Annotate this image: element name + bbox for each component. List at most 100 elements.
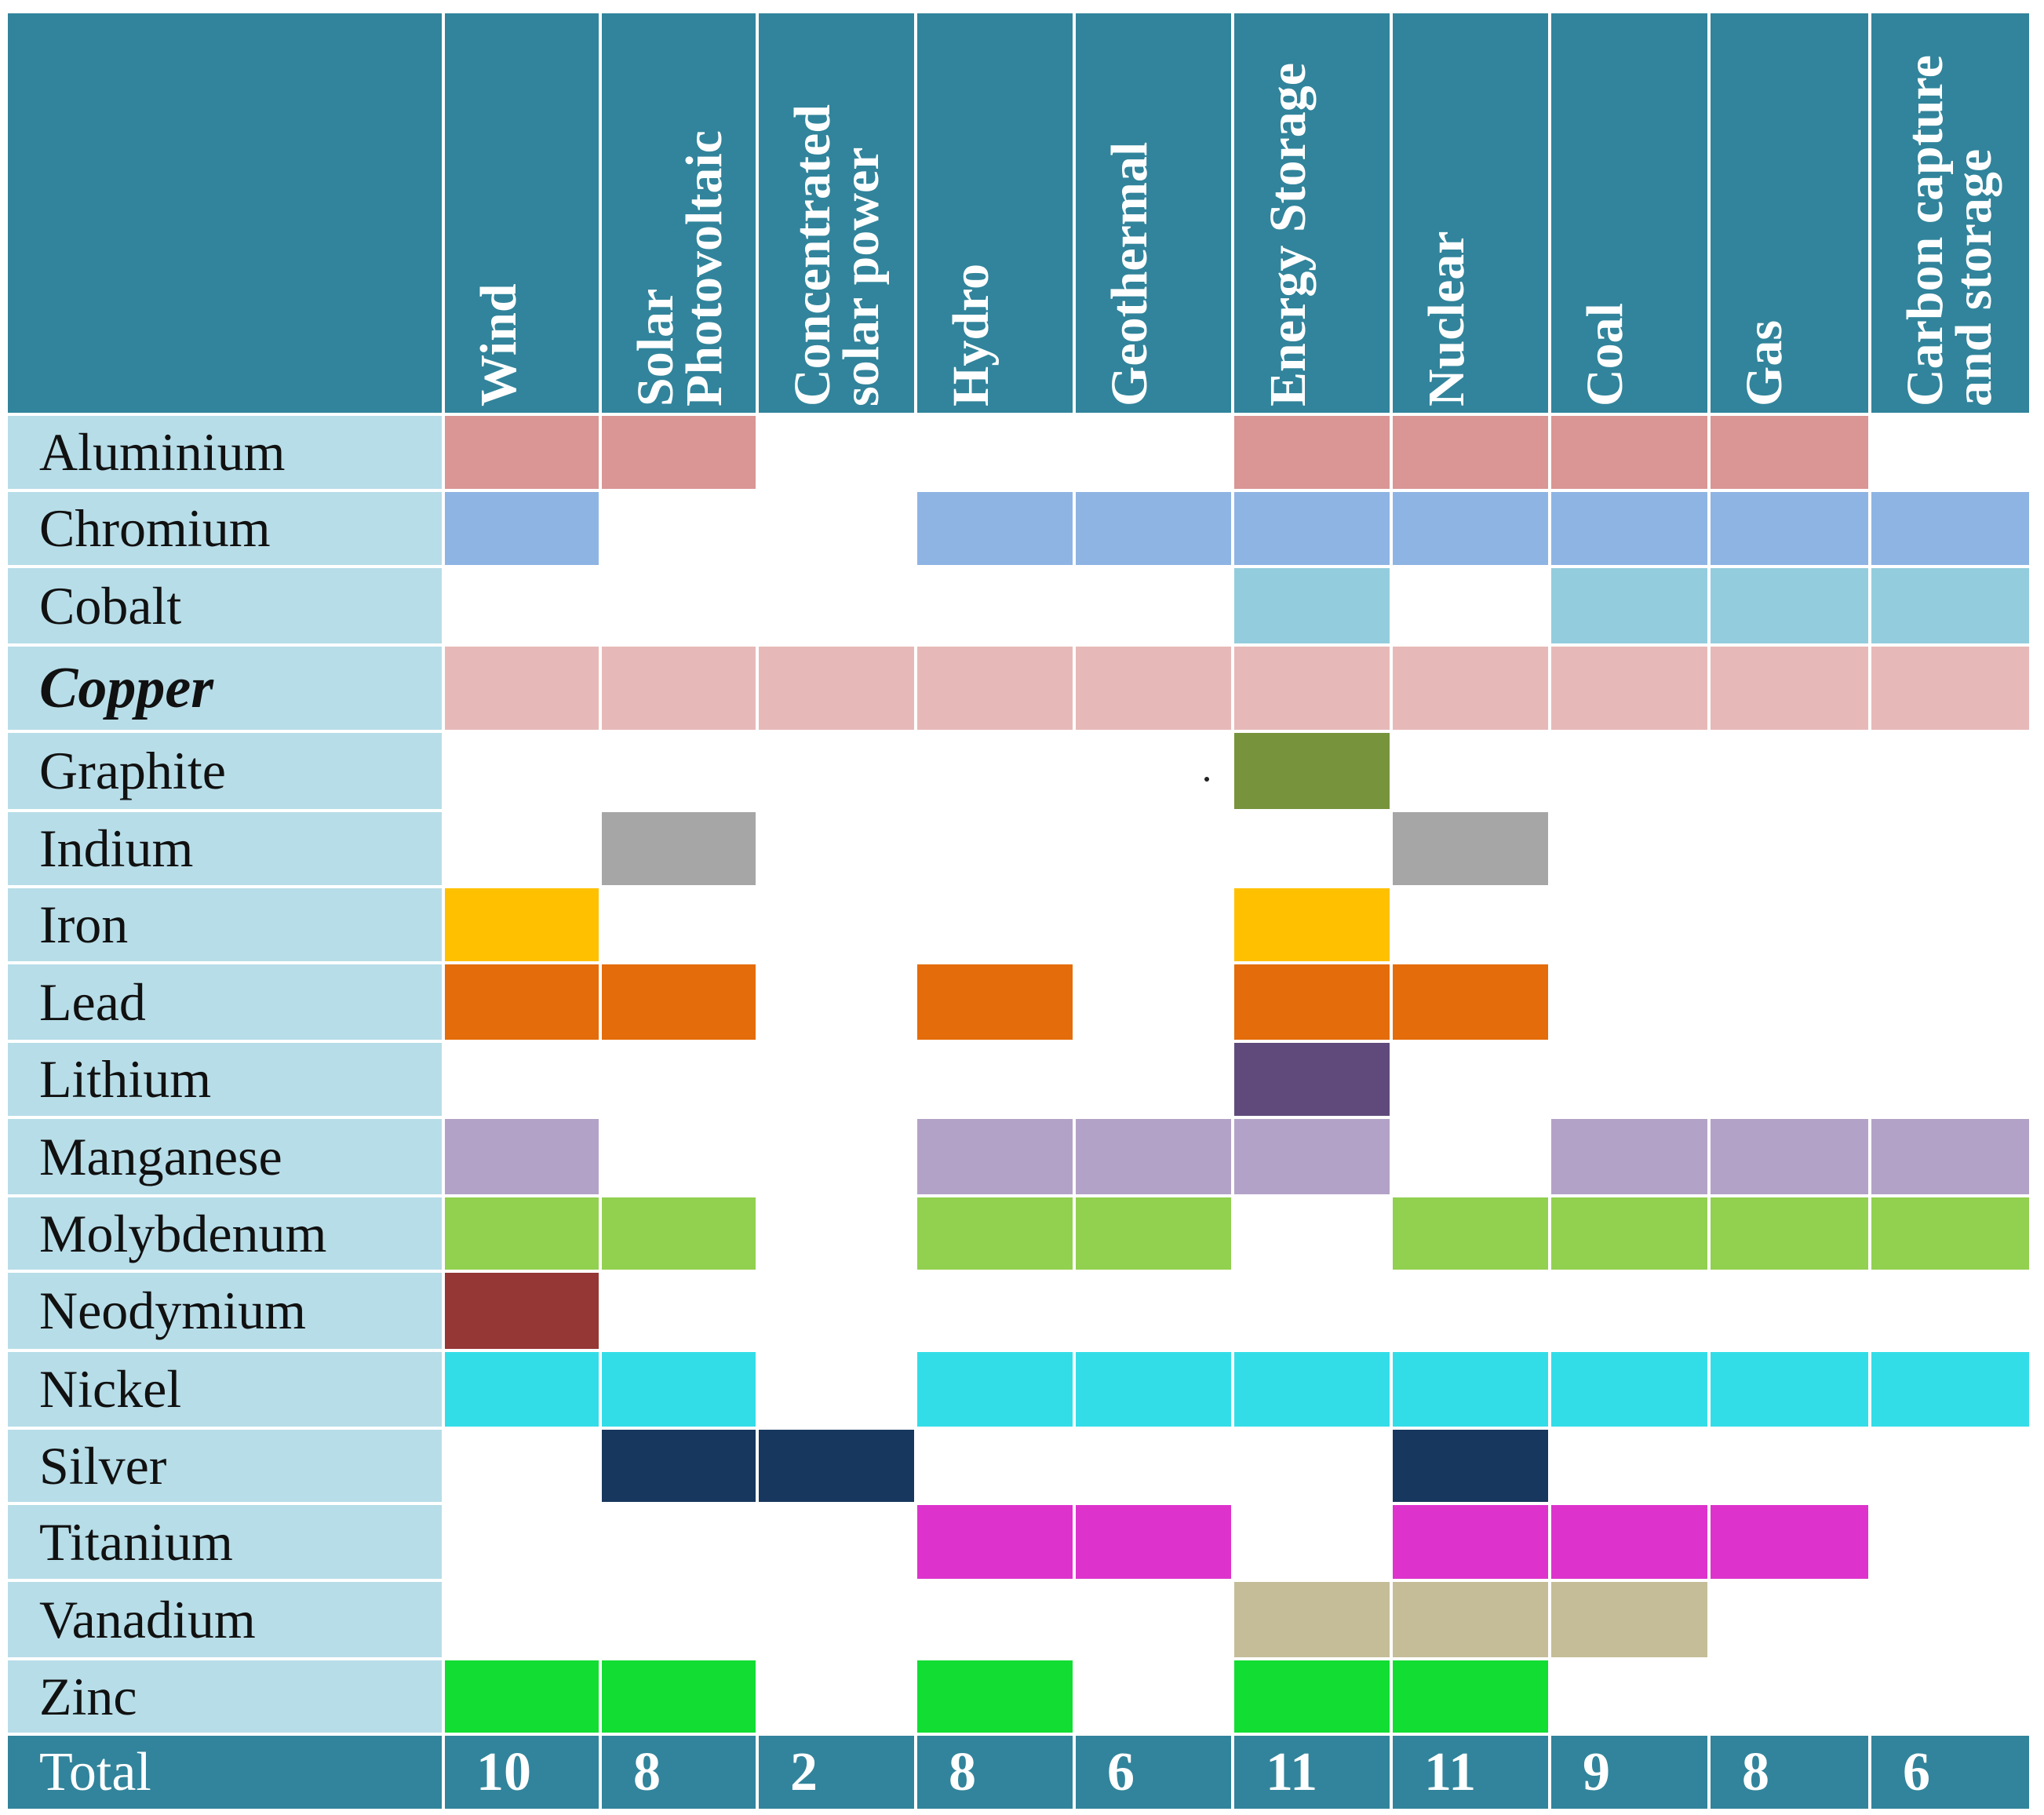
cell-cobalt-gas xyxy=(1711,568,1868,643)
cell-nickel-coal xyxy=(1551,1352,1707,1427)
cell-titanium-geothermal xyxy=(1076,1505,1231,1579)
corner-header-cell xyxy=(8,13,442,413)
cell-titanium-hydro xyxy=(917,1505,1073,1579)
total-value-nuclear: 11 xyxy=(1393,1736,1548,1809)
row-label-lithium: Lithium xyxy=(8,1043,442,1116)
cell-copper-nuclear xyxy=(1393,647,1548,730)
cell-copper-energy-storage xyxy=(1234,647,1390,730)
total-value-concentrated-solar-power: 2 xyxy=(759,1736,914,1809)
cell-copper-wind xyxy=(445,647,599,730)
cell-titanium-nuclear xyxy=(1393,1505,1548,1579)
cell-molybdenum-hydro xyxy=(917,1197,1073,1270)
column-header-concentrated-solar-power: Concentrated solar power xyxy=(759,13,914,413)
column-header-label: Nuclear xyxy=(1418,231,1475,406)
cell-manganese-energy-storage xyxy=(1234,1119,1390,1194)
stray-dot xyxy=(1204,777,1209,782)
total-value-hydro: 8 xyxy=(917,1736,1073,1809)
total-value-wind: 10 xyxy=(445,1736,599,1809)
cell-titanium-gas xyxy=(1711,1505,1868,1579)
column-header-label: Hydro xyxy=(942,263,1000,406)
cell-molybdenum-coal xyxy=(1551,1197,1707,1270)
cell-manganese-wind xyxy=(445,1119,599,1194)
cell-molybdenum-carbon-capture-and-storage xyxy=(1871,1197,2029,1270)
cell-indium-solar-photovoltaic xyxy=(602,812,756,885)
row-label-chromium: Chromium xyxy=(8,492,442,565)
cell-aluminium-wind xyxy=(445,416,599,489)
column-header-label: Geothermal xyxy=(1101,141,1158,406)
column-header-solar-photovoltaic: Solar Photovoltaic xyxy=(602,13,756,413)
cell-lead-energy-storage xyxy=(1234,964,1390,1040)
column-header-label: Wind xyxy=(470,283,527,406)
cell-copper-hydro xyxy=(917,647,1073,730)
cell-molybdenum-geothermal xyxy=(1076,1197,1231,1270)
column-header-label: Concentrated solar power xyxy=(784,104,890,406)
total-value-coal: 9 xyxy=(1551,1736,1707,1809)
cell-silver-solar-photovoltaic xyxy=(602,1430,756,1502)
cell-nickel-hydro xyxy=(917,1352,1073,1427)
cell-silver-concentrated-solar-power xyxy=(759,1430,914,1502)
cell-aluminium-coal xyxy=(1551,416,1707,489)
row-label-manganese: Manganese xyxy=(8,1119,442,1194)
total-value-geothermal: 6 xyxy=(1076,1736,1231,1809)
cell-lead-hydro xyxy=(917,964,1073,1040)
cell-silver-nuclear xyxy=(1393,1430,1548,1502)
cell-copper-geothermal xyxy=(1076,647,1231,730)
cell-nickel-energy-storage xyxy=(1234,1352,1390,1427)
total-value-carbon-capture-and-storage: 6 xyxy=(1871,1736,2029,1809)
cell-aluminium-gas xyxy=(1711,416,1868,489)
cell-aluminium-nuclear xyxy=(1393,416,1548,489)
cell-chromium-gas xyxy=(1711,492,1868,565)
cell-molybdenum-nuclear xyxy=(1393,1197,1548,1270)
column-header-carbon-capture-and-storage: Carbon capture and storage xyxy=(1871,13,2029,413)
column-header-hydro: Hydro xyxy=(917,13,1073,413)
row-label-zinc: Zinc xyxy=(8,1660,442,1733)
column-header-label: Energy Storage xyxy=(1259,62,1317,406)
total-label: Total xyxy=(8,1736,442,1809)
cell-manganese-coal xyxy=(1551,1119,1707,1194)
cell-vanadium-coal xyxy=(1551,1582,1707,1657)
row-label-cobalt: Cobalt xyxy=(8,568,442,643)
cell-copper-carbon-capture-and-storage xyxy=(1871,647,2029,730)
cell-aluminium-energy-storage xyxy=(1234,416,1390,489)
cell-nickel-wind xyxy=(445,1352,599,1427)
cell-chromium-hydro xyxy=(917,492,1073,565)
cell-zinc-energy-storage xyxy=(1234,1660,1390,1733)
column-header-energy-storage: Energy Storage xyxy=(1234,13,1390,413)
cell-neodymium-wind xyxy=(445,1273,599,1349)
row-label-molybdenum: Molybdenum xyxy=(8,1197,442,1270)
column-header-label: Solar Photovoltaic xyxy=(627,130,733,406)
cell-lithium-energy-storage xyxy=(1234,1043,1390,1116)
cell-nickel-solar-photovoltaic xyxy=(602,1352,756,1427)
cell-manganese-gas xyxy=(1711,1119,1868,1194)
cell-chromium-carbon-capture-and-storage xyxy=(1871,492,2029,565)
cell-chromium-nuclear xyxy=(1393,492,1548,565)
row-label-indium: Indium xyxy=(8,812,442,885)
cell-zinc-solar-photovoltaic xyxy=(602,1660,756,1733)
cell-zinc-wind xyxy=(445,1660,599,1733)
cell-iron-wind xyxy=(445,888,599,961)
cell-nickel-nuclear xyxy=(1393,1352,1548,1427)
cell-cobalt-carbon-capture-and-storage xyxy=(1871,568,2029,643)
cell-aluminium-solar-photovoltaic xyxy=(602,416,756,489)
cell-chromium-geothermal xyxy=(1076,492,1231,565)
cell-molybdenum-solar-photovoltaic xyxy=(602,1197,756,1270)
row-label-iron: Iron xyxy=(8,888,442,961)
cell-lead-solar-photovoltaic xyxy=(602,964,756,1040)
column-header-label: Coal xyxy=(1576,303,1634,406)
cell-indium-nuclear xyxy=(1393,812,1548,885)
cell-manganese-hydro xyxy=(917,1119,1073,1194)
column-header-label: Carbon capture and storage xyxy=(1896,55,2002,406)
row-label-neodymium: Neodymium xyxy=(8,1273,442,1349)
total-value-solar-photovoltaic: 8 xyxy=(602,1736,756,1809)
cell-copper-gas xyxy=(1711,647,1868,730)
row-label-aluminium: Aluminium xyxy=(8,416,442,489)
column-header-label: Gas xyxy=(1736,319,1793,406)
column-header-nuclear: Nuclear xyxy=(1393,13,1548,413)
cell-molybdenum-wind xyxy=(445,1197,599,1270)
cell-cobalt-coal xyxy=(1551,568,1707,643)
cell-chromium-coal xyxy=(1551,492,1707,565)
row-label-vanadium: Vanadium xyxy=(8,1582,442,1657)
column-header-gas: Gas xyxy=(1711,13,1868,413)
cell-chromium-energy-storage xyxy=(1234,492,1390,565)
cell-vanadium-nuclear xyxy=(1393,1582,1548,1657)
